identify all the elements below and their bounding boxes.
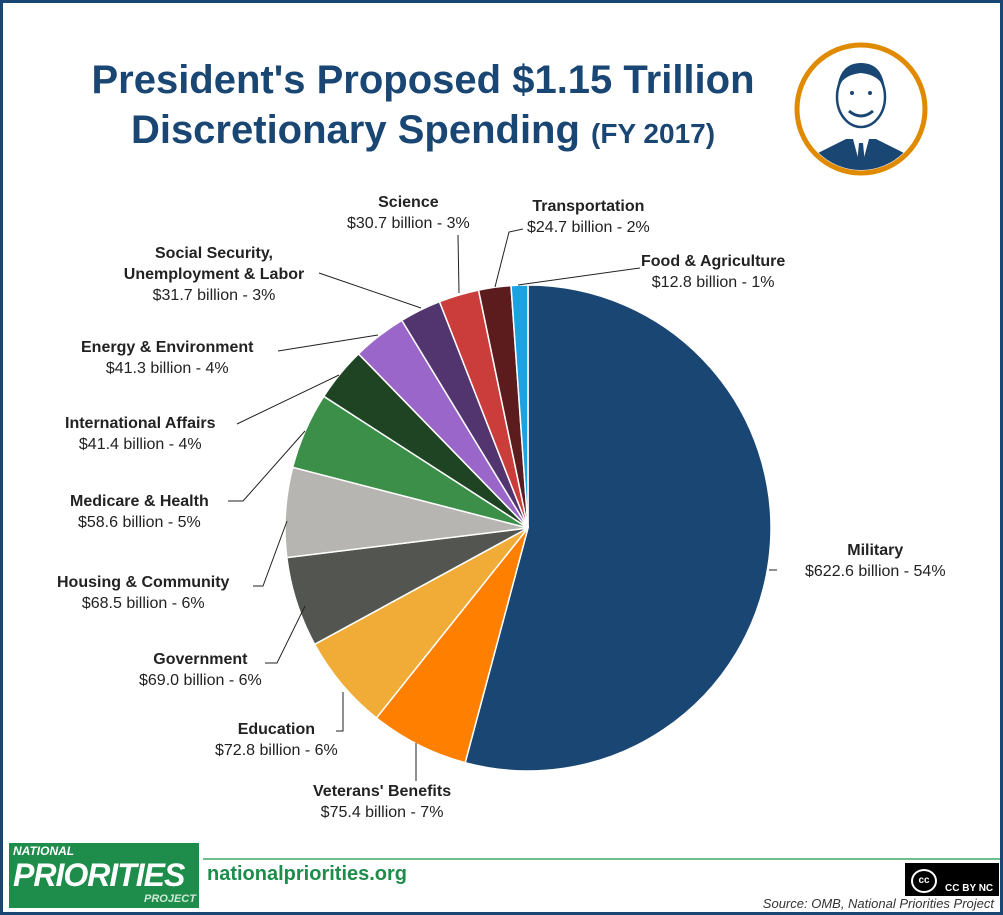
label-international: International Affairs $41.4 billion - 4% [65, 415, 216, 453]
label-science: Science $30.7 billion - 3% [347, 194, 470, 232]
title-line-2: Discretionary Spending [130, 108, 580, 152]
label-education: Education $72.8 billion - 6% [215, 721, 338, 759]
label-medicare: Medicare & Health $58.6 billion - 5% [70, 493, 209, 531]
site-link[interactable]: nationalpriorities.org [207, 863, 408, 885]
label-veterans: Veterans' Benefits $75.4 billion - 7% [313, 783, 452, 821]
president-portrait-icon [794, 42, 928, 176]
label-energy: Energy & Environment $41.3 billion - 4% [81, 339, 254, 377]
label-transportation: Transportation $24.7 billion - 2% [527, 198, 650, 236]
title-subtitle: (FY 2017) [591, 118, 716, 149]
footer-divider [203, 858, 1000, 860]
label-military: Military $622.6 billion - 54% [805, 542, 946, 580]
label-food: Food & Agriculture $12.8 billion - 1% [641, 253, 786, 291]
cc-license-badge: cc CC BY NC [905, 863, 999, 896]
npp-logo: NATIONAL PRIORITIES PROJECT [9, 843, 199, 908]
label-social-security: Social Security, Unemployment & Labor $31… [123, 245, 305, 304]
chart-title: President's Proposed $1.15 Trillion Disc… [43, 55, 803, 159]
title-line-1: President's Proposed $1.15 Trillion [91, 58, 755, 102]
label-government: Government $69.0 billion - 6% [139, 651, 262, 689]
source-note: Source: OMB, National Priorities Project [762, 896, 994, 911]
leader-lines [228, 228, 777, 781]
pie-slice-military [464, 284, 772, 772]
pie-chart [228, 228, 777, 781]
label-housing: Housing & Community $68.5 billion - 6% [57, 574, 230, 612]
